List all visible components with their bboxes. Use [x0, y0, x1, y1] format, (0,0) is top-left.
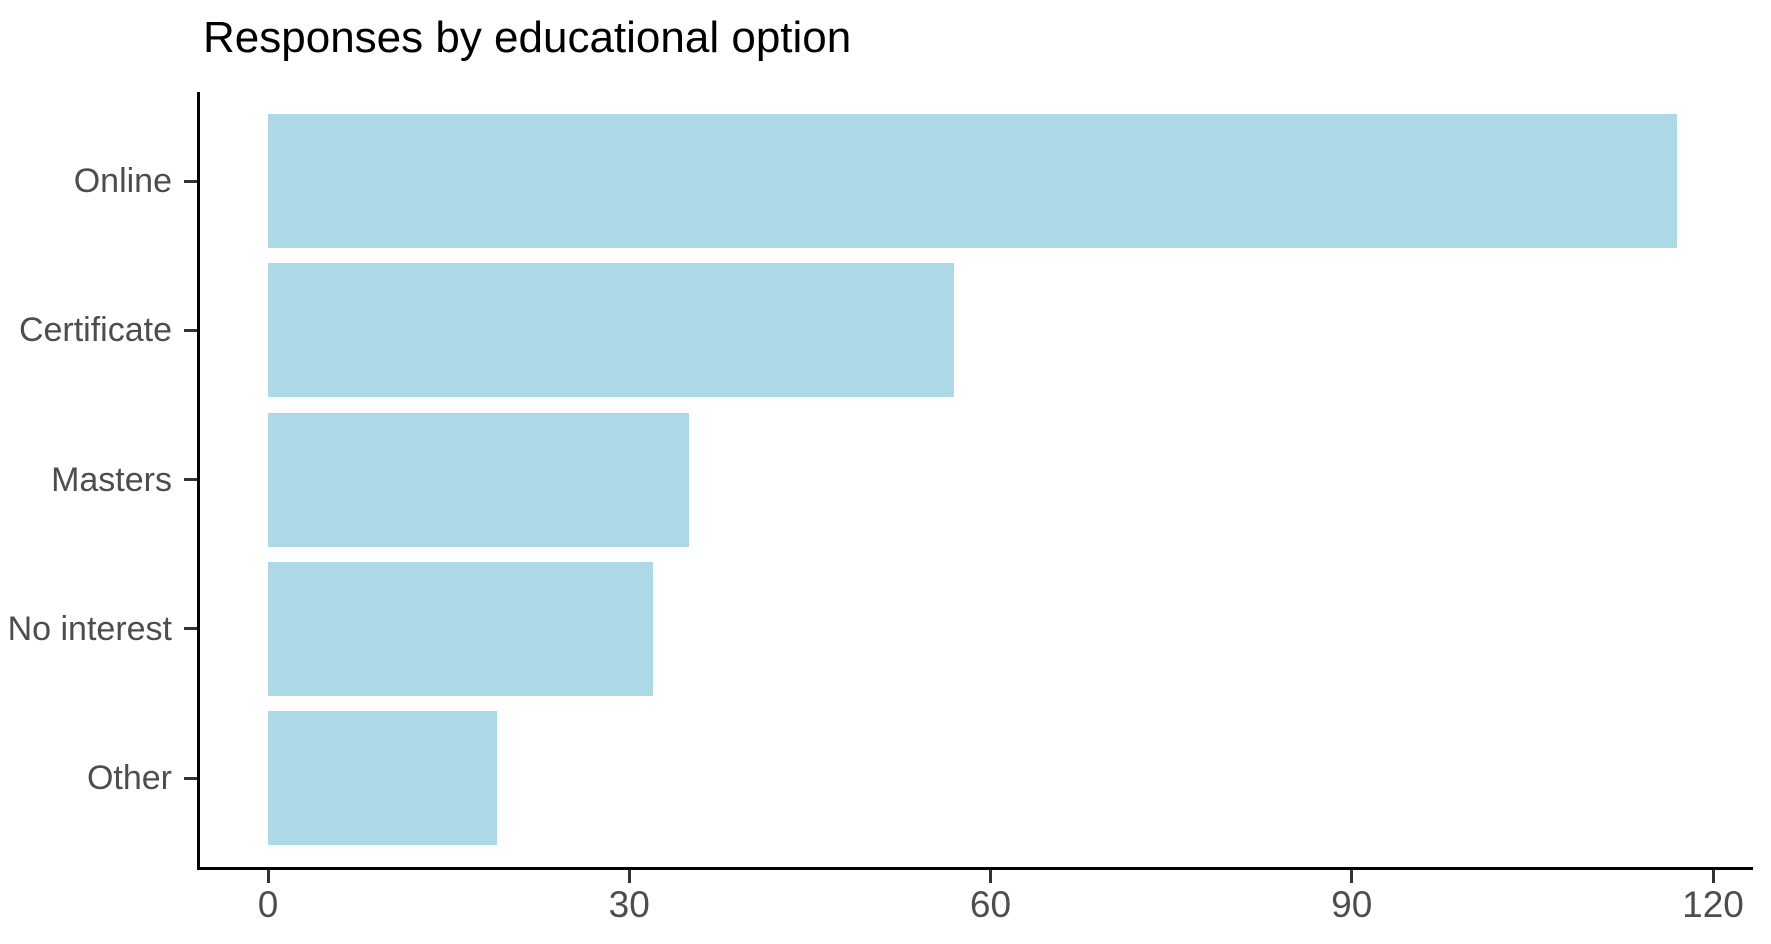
plot-panel — [197, 92, 1753, 870]
y-axis-label-certificate: Certificate — [18, 311, 172, 350]
y-tick-masters — [184, 478, 197, 482]
x-axis-tick-label-30: 30 — [608, 884, 650, 925]
x-tick-120 — [1711, 870, 1715, 883]
bar-masters — [268, 412, 690, 547]
bar-online — [268, 114, 1677, 248]
y-axis-label-online: Online — [73, 162, 172, 200]
y-tick-online — [184, 179, 197, 183]
x-axis-tick-label-60: 60 — [969, 884, 1012, 925]
bar-other — [268, 711, 497, 846]
y-tick-no-interest — [184, 627, 197, 631]
x-axis-tick-label-0: 0 — [257, 884, 279, 925]
y-tick-certificate — [184, 328, 197, 332]
bar-no-interest — [268, 561, 654, 696]
bar-certificate — [268, 263, 955, 398]
x-tick-30 — [627, 870, 631, 883]
y-axis-label-no-interest: No interest — [7, 609, 172, 648]
x-axis-tick-label-90: 90 — [1331, 884, 1373, 925]
x-tick-60 — [989, 870, 992, 883]
y-tick-other — [184, 776, 197, 780]
chart-title: Responses by educational option — [203, 13, 852, 62]
y-axis-label-masters: Masters — [51, 460, 172, 499]
y-axis-label-other: Other — [86, 759, 172, 798]
x-axis-tick-label-120: 120 — [1682, 884, 1744, 925]
x-tick-90 — [1350, 870, 1354, 883]
x-tick-0 — [266, 870, 270, 883]
